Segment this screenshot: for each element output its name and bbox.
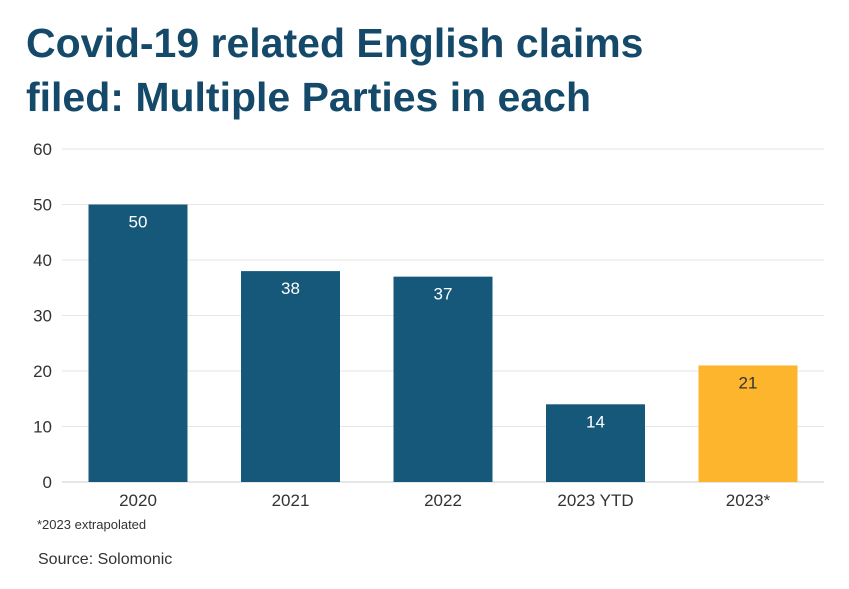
source-note: Source: Solomonic (38, 551, 173, 568)
data-label: 21 (739, 373, 758, 392)
x-tick-label: 2020 (119, 491, 157, 510)
bar (393, 276, 493, 482)
x-tick-label: 2023* (726, 491, 771, 510)
x-axis-ticks: 2020 2021 2022 2023 YTD 2023* (119, 491, 771, 510)
data-label: 14 (586, 412, 605, 431)
y-axis-ticks: 0 10 20 30 40 50 60 (33, 140, 52, 492)
bar (88, 204, 188, 482)
y-tick-label: 20 (33, 362, 52, 381)
chart-title-line-1: Covid-19 related English claims (26, 20, 644, 66)
x-tick-label: 2023 YTD (557, 491, 633, 510)
bars: 50 38 37 14 21 (88, 204, 798, 482)
chart-title: Covid-19 related English claims filed: M… (26, 16, 826, 124)
y-tick-label: 50 (33, 196, 52, 215)
y-tick-label: 10 (33, 418, 52, 437)
y-tick-label: 0 (43, 473, 52, 492)
y-tick-label: 60 (33, 140, 52, 159)
y-tick-label: 30 (33, 307, 52, 326)
x-tick-label: 2022 (424, 491, 462, 510)
data-label: 50 (129, 213, 148, 232)
footnote: *2023 extrapolated (37, 517, 147, 532)
bar (698, 365, 798, 482)
x-tick-label: 2021 (272, 491, 310, 510)
data-label: 38 (281, 279, 300, 298)
bar (241, 271, 340, 482)
chart-title-line-2: filed: Multiple Parties in each (26, 74, 592, 120)
data-label: 37 (434, 285, 453, 304)
bar (546, 404, 645, 482)
y-tick-label: 40 (33, 251, 52, 270)
